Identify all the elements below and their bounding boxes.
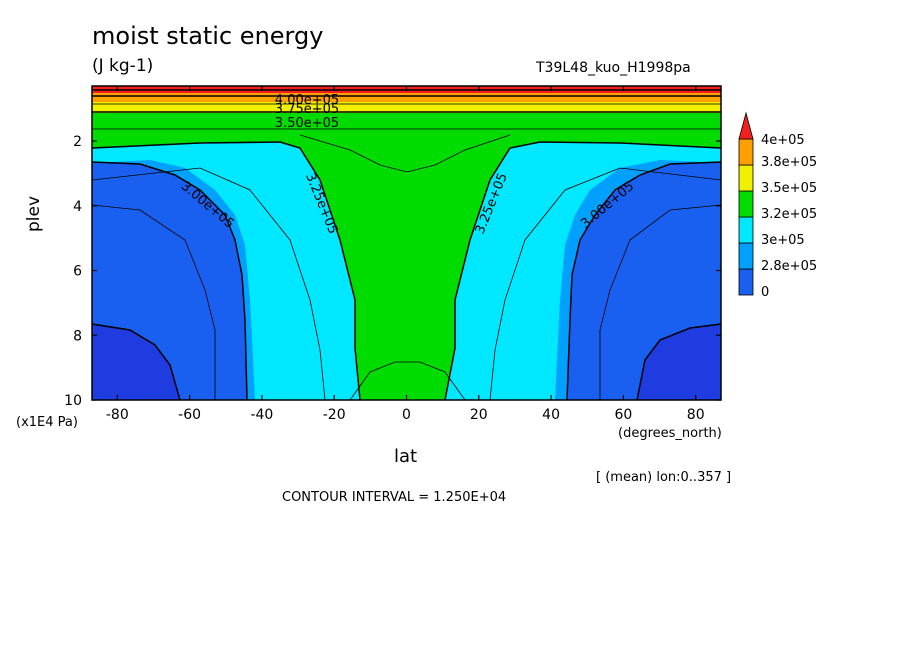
colorbar-label: 3e+05 [761,233,805,248]
x-tick-label: -80 [106,407,129,423]
contour-label: 4.00e+05 [275,93,339,108]
region-darkblue-left [92,324,180,400]
x-tick-label: 60 [614,407,632,423]
x-tick-label: -60 [178,407,201,423]
colorbar-label: 3.2e+05 [761,207,817,222]
chart-title: moist static energy [92,22,324,50]
x-axis-label: lat [394,446,418,467]
chart-units: (J kg-1) [92,56,154,76]
colorbar-swatch [738,164,754,192]
x-tick-label: 20 [470,407,488,423]
colorbar-swatch [738,242,754,270]
y-tick-label: 4 [73,199,82,215]
band-green-light [92,112,721,124]
x-tick-label: -20 [323,407,346,423]
colorbar-swatch [738,268,754,296]
x-tick-label: 80 [687,407,705,423]
contour-lines-thin [92,103,721,400]
y-tick-label: 2 [73,134,82,150]
colorbar-swatch [738,216,754,244]
colorbar-swatch [738,138,754,166]
mean-note: [ (mean) lon:0..357 ] [596,470,732,485]
x-axis-unit: (degrees_north) [618,426,722,441]
contour-label: 3.50e+05 [275,116,339,131]
colorbar-label: 0 [761,285,769,300]
colorbar-swatch [738,190,754,218]
x-tick-label: 40 [542,407,560,423]
y-axis-unit: (x1E4 Pa) [16,415,78,430]
y-tick-label: 6 [73,264,82,280]
colorbar-label: 3.8e+05 [761,155,817,170]
experiment-label: T39L48_kuo_H1998pa [536,60,691,76]
colorbar-label: 3.5e+05 [761,181,817,196]
x-ticks: -80 -60 -40 -20 0 20 40 60 80 [106,86,705,423]
colorbar-arrow [738,111,754,140]
y-ticks: 2 4 6 8 10 [64,134,721,409]
contour-interval: CONTOUR INTERVAL = 1.250E+04 [282,490,507,505]
colorbar-label: 2.8e+05 [761,259,817,274]
colorbar: 0 2.8e+05 3e+05 3.2e+05 3.5e+05 3.8e+05 4e+05 [738,111,817,300]
x-tick-label: 0 [402,407,411,423]
y-tick-label: 8 [73,328,82,344]
contour-label: 3.75e+05 [275,102,339,117]
contour-lines [92,89,721,400]
x-tick-label: -40 [250,407,273,423]
colorbar-label: 4e+05 [761,133,805,148]
y-tick-label: 10 [64,393,82,409]
